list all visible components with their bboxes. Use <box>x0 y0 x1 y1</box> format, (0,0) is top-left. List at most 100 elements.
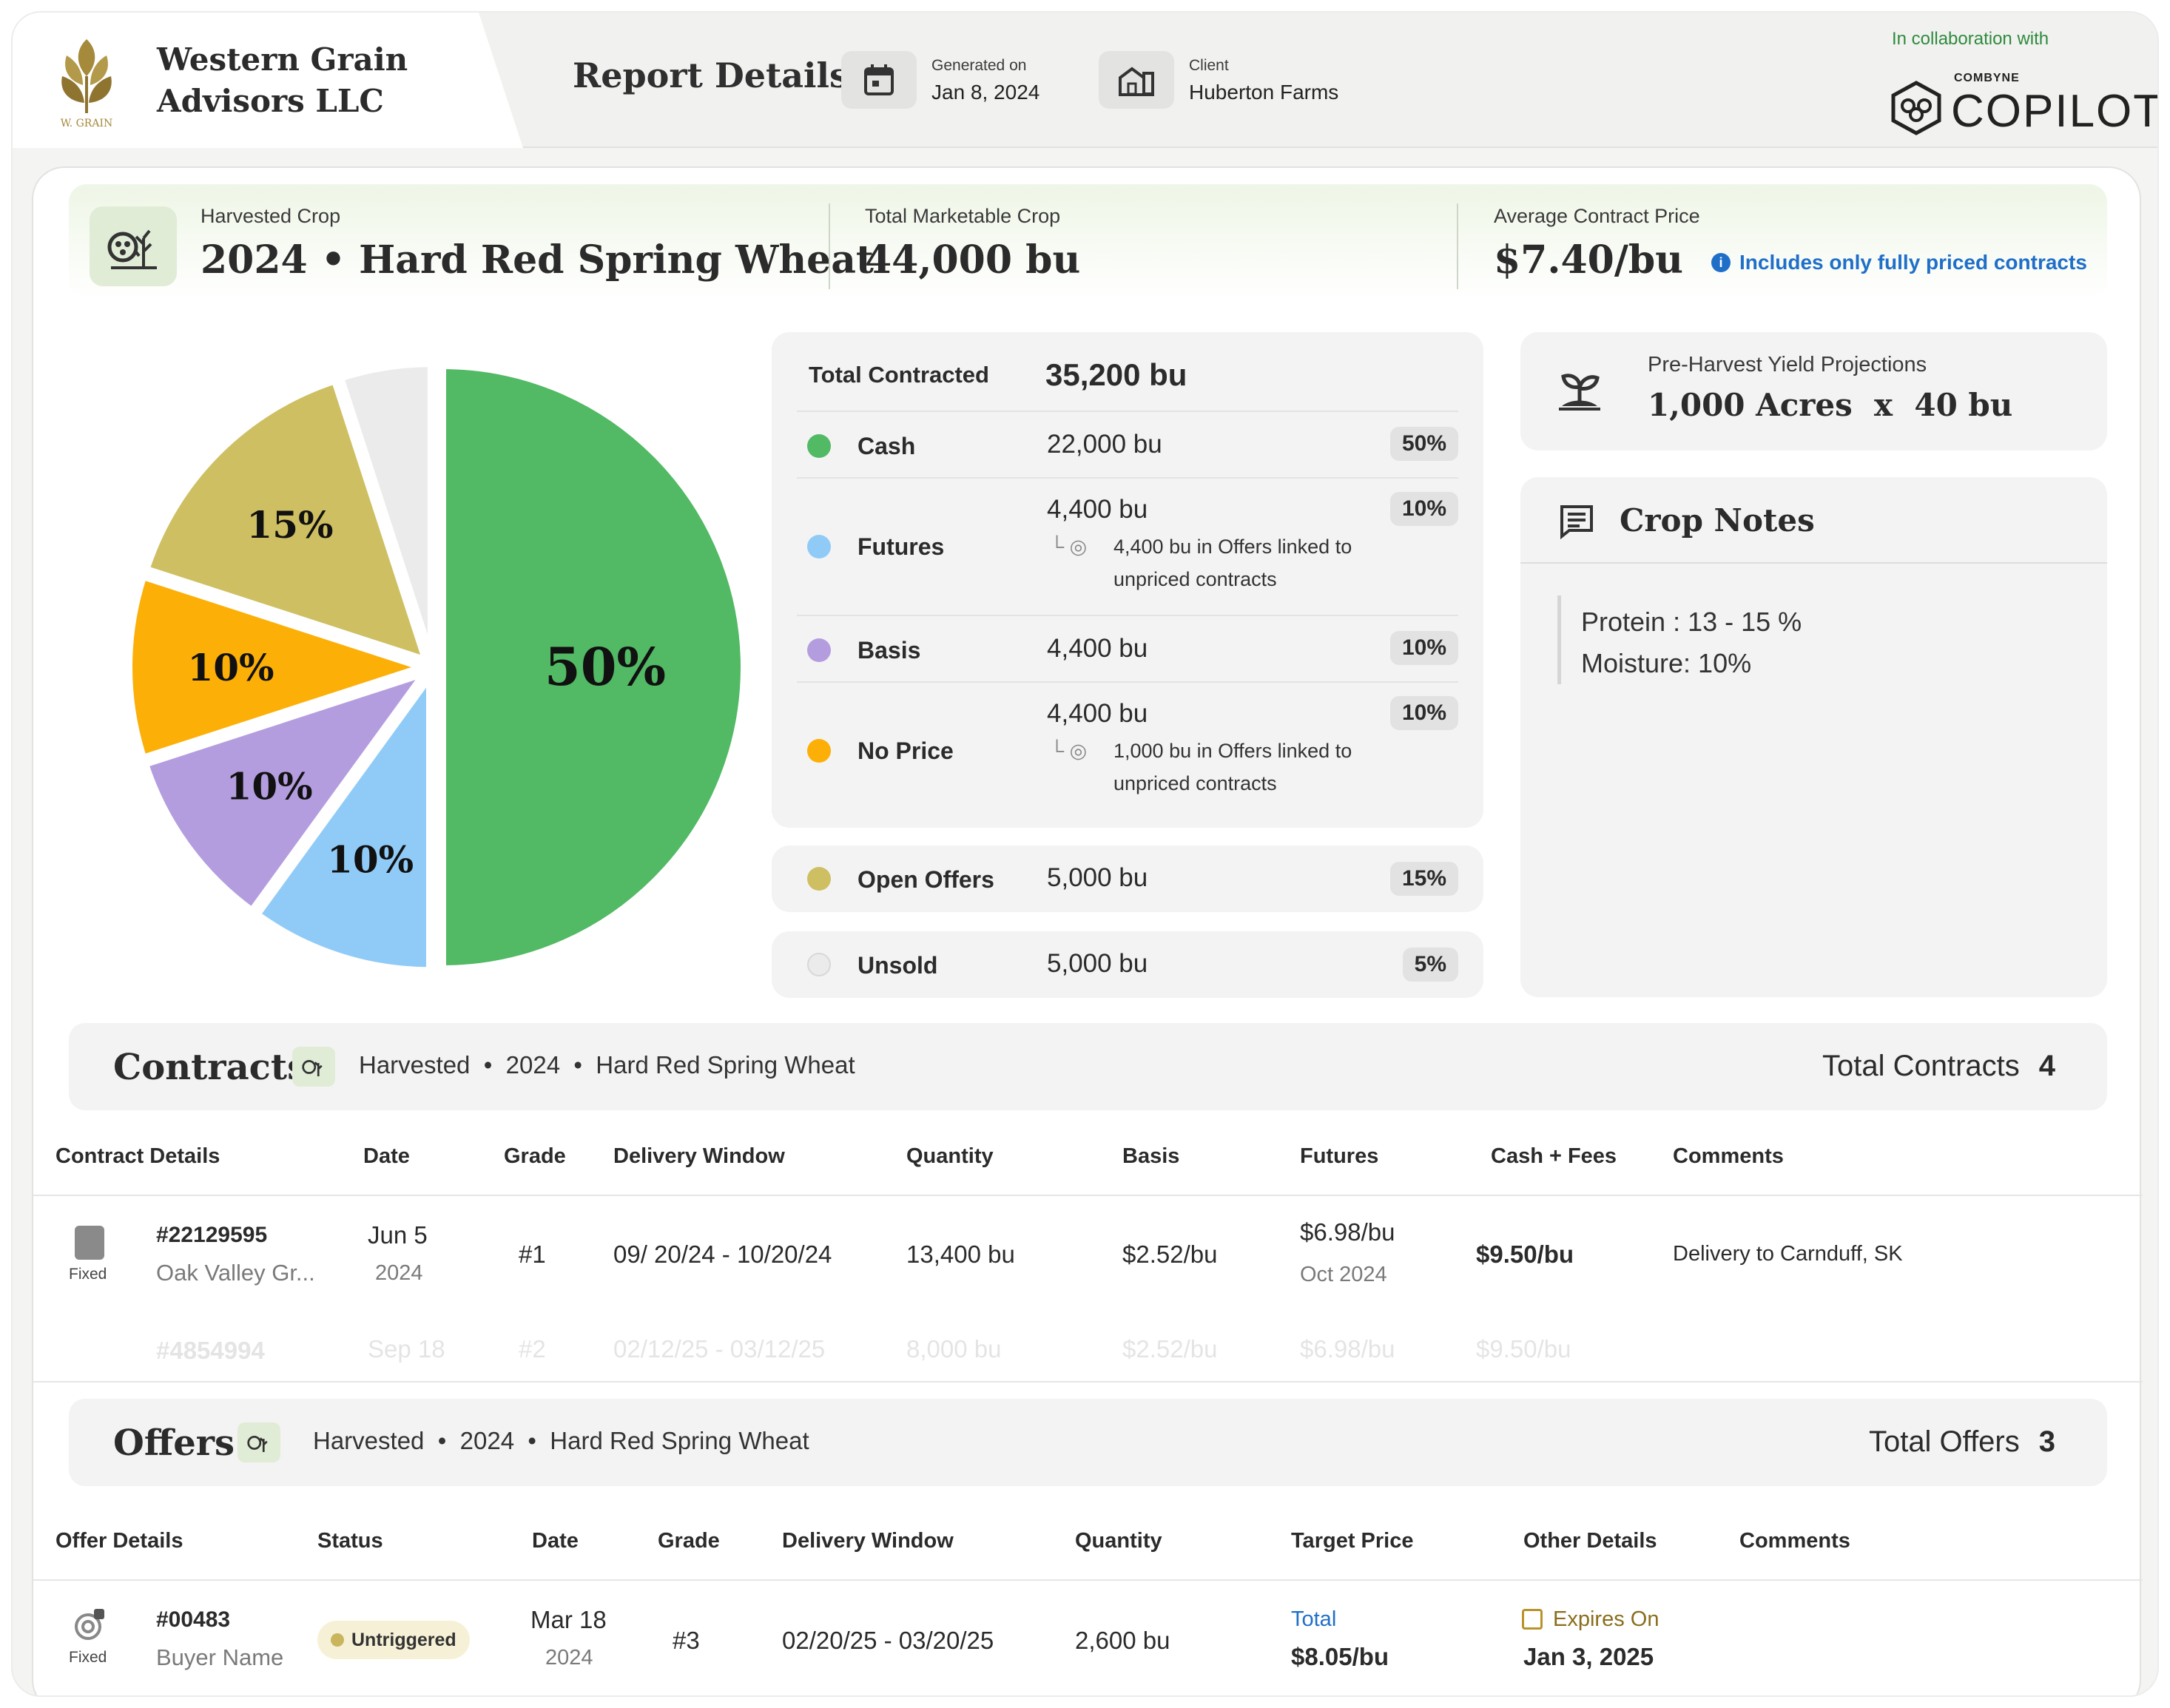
breakdown-value: 4,400 bu <box>1047 634 1148 663</box>
unsold-legend-dot <box>807 953 831 976</box>
col-futures: Futures <box>1300 1144 1379 1168</box>
col-status: Status <box>317 1529 383 1553</box>
pie-slice-unsold <box>336 360 435 662</box>
marketable-value: 44,000 bu <box>865 237 1081 283</box>
contract-basis: $2.52/bu <box>1122 1241 1218 1268</box>
breakdown-label: Basis <box>857 637 921 664</box>
table-divider <box>33 1579 2143 1581</box>
col-offer-details: Offer Details <box>55 1529 183 1553</box>
contract-date: Sep 18 <box>368 1335 445 1363</box>
crop-notes-card: Crop Notes Protein : 13 - 15 % Moisture:… <box>1520 477 2107 997</box>
sprout-icon <box>1559 374 1600 411</box>
breakdown-value: 22,000 bu <box>1047 430 1162 459</box>
contract-delivery-window: 02/12/25 - 03/12/25 <box>613 1335 826 1363</box>
contract-basis: $2.52/bu <box>1122 1335 1218 1363</box>
fixed-contract-icon <box>75 1226 104 1260</box>
marketable-label: Total Marketable Crop <box>865 205 1061 227</box>
yield-label: Pre-Harvest Yield Projections <box>1648 353 1927 377</box>
col-delivery-window: Delivery Window <box>782 1529 954 1553</box>
open-offers-card: Open Offers 5,000 bu 15% <box>772 845 1483 912</box>
crop-icon <box>292 1047 335 1087</box>
pie-slice-no-price <box>125 573 427 762</box>
contract-id: #4854994 <box>156 1337 265 1364</box>
contract-futures: $6.98/bu <box>1300 1218 1395 1246</box>
breakdown-row-futures: Futures 4,400 bu 10% └ ◎ 4,400 bu in Off… <box>797 477 1458 615</box>
linked-offers-icon: └ ◎ <box>1050 536 1088 558</box>
breakdown-label: Futures <box>857 533 945 560</box>
col-quantity: Quantity <box>906 1144 994 1168</box>
col-grade: Grade <box>504 1144 566 1168</box>
notes-quote-bar <box>1557 595 1561 684</box>
unsold-card: Unsold 5,000 bu 5% <box>772 931 1483 998</box>
expiry-calendar-icon <box>1522 1609 1543 1630</box>
avg-price-value: $7.40/bu <box>1494 237 1683 283</box>
summary-divider <box>1457 203 1458 289</box>
open-offers-legend-dot <box>807 867 831 891</box>
col-contract-details: Contract Details <box>55 1144 220 1168</box>
contract-futures-month: Oct 2024 <box>1300 1263 1387 1286</box>
pie-slice-open-offers <box>142 377 430 664</box>
avg-price-note: Includes only fully priced contracts <box>1739 251 2087 274</box>
total-offers-label: Total Offers <box>1868 1425 2020 1458</box>
offer-date: Mar 18 <box>530 1606 607 1633</box>
yield-per-acre: 40 bu <box>1914 387 2013 423</box>
partner-small: COMBYNE <box>1954 72 2020 84</box>
pie-label-open-offers: 15% <box>246 503 333 547</box>
breakdown-row-basis: Basis 4,400 bu 10% <box>797 615 1458 681</box>
cash-legend-dot <box>807 434 831 458</box>
breakdown-row-cash: Cash 22,000 bu 50% <box>797 411 1458 477</box>
total-offers: Total Offers 3 <box>1869 1425 2055 1459</box>
yield-acres: 1,000 Acres <box>1648 387 1853 423</box>
offers-breadcrumb: Harvested • 2024 • Hard Red Spring Wheat <box>313 1427 809 1454</box>
report-title: Report Details <box>573 55 849 95</box>
unsold-percent: 5% <box>1402 948 1458 982</box>
linked-offers-note: 4,400 bu in Offers linked to unpriced con… <box>1113 536 1352 590</box>
breakdown-value: 4,400 bu <box>1047 495 1148 524</box>
total-contracted-value: 35,200 bu <box>1045 357 1187 392</box>
crop-note-line: Moisture: 10% <box>1581 648 1752 678</box>
offers-section-header: Offers Harvested • 2024 • Hard Red Sprin… <box>69 1399 2107 1486</box>
col-other-details: Other Details <box>1523 1529 1657 1553</box>
col-cash-fees: Cash + Fees <box>1491 1144 1617 1168</box>
contract-buyer: Oak Valley Gr... <box>156 1260 315 1286</box>
total-contracts-label: Total Contracts <box>1822 1050 2020 1082</box>
table-divider <box>33 1195 2143 1196</box>
contracts-breadcrumb: Harvested • 2024 • Hard Red Spring Wheat <box>359 1051 855 1079</box>
crop-icon <box>237 1422 280 1462</box>
report-window: W. GRAIN Western Grain Advisors LLC Repo… <box>11 11 2159 1697</box>
col-comments: Comments <box>1673 1144 1784 1168</box>
pie-label-basis: 10% <box>226 764 313 808</box>
harvested-label: Harvested Crop <box>201 205 341 227</box>
brand-name-line2: Advisors LLC <box>157 83 384 119</box>
col-date: Date <box>532 1529 579 1553</box>
offer-buyer: Buyer Name <box>156 1644 284 1670</box>
expires-label: Expires On <box>1553 1607 1659 1631</box>
copilot-logo-icon <box>1891 81 1941 135</box>
report-body: Harvested Crop 2024 • Hard Red Spring Wh… <box>32 166 2143 1695</box>
logo-text: W. GRAIN <box>61 118 112 129</box>
contract-id: #22129595 <box>156 1223 268 1247</box>
offer-quantity: 2,600 bu <box>1075 1627 1170 1654</box>
pie-slice-cash <box>439 362 748 973</box>
breakdown-value: 4,400 bu <box>1047 699 1148 728</box>
breakdown-percent: 10% <box>1389 492 1458 526</box>
notes-icon <box>1560 505 1593 539</box>
client-value: Huberton Farms <box>1189 81 1339 104</box>
summary-divider <box>829 203 830 289</box>
avg-price-label: Average Contract Price <box>1494 205 1700 227</box>
breakdown-percent: 10% <box>1389 696 1458 730</box>
calendar-icon <box>841 51 917 109</box>
offer-delivery-window: 02/20/25 - 03/20/25 <box>782 1627 994 1654</box>
info-icon: i <box>1711 253 1731 272</box>
breakdown-percent: 10% <box>1389 631 1458 665</box>
offer-year: 2024 <box>545 1646 593 1670</box>
contracts-section-header: Contracts Harvested • 2024 • Hard Red Sp… <box>69 1023 2107 1110</box>
farm-building-icon <box>1099 51 1174 109</box>
total-contracts-value: 4 <box>2038 1050 2055 1082</box>
contract-cash-fees: $9.50/bu <box>1476 1335 1571 1363</box>
notes-divider <box>1520 562 2107 564</box>
client-label: Client <box>1189 57 1229 74</box>
contract-quantity: 13,400 bu <box>906 1241 1015 1268</box>
target-price: $8.05/bu <box>1291 1643 1389 1670</box>
open-offers-value: 5,000 bu <box>1047 863 1148 892</box>
